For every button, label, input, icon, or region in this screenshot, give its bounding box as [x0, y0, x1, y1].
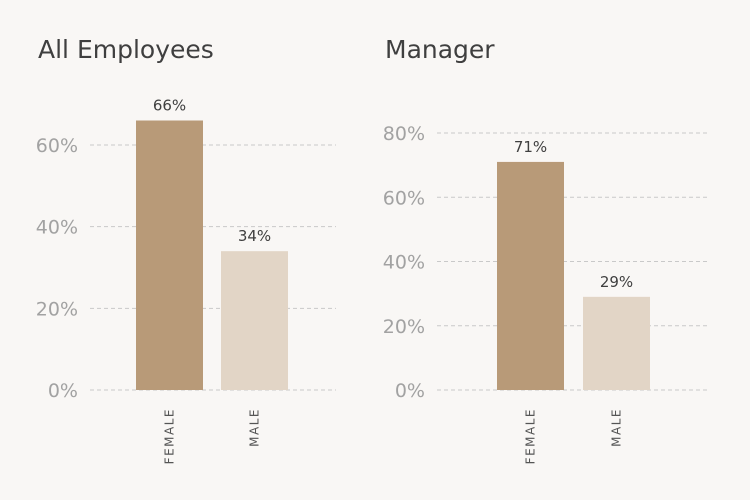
bar-female	[136, 120, 203, 390]
category-label: FEMALE	[163, 408, 177, 464]
data-label: 71%	[514, 138, 547, 156]
chart-all-employees: All Employees 0% 20% 40% 60% 66% FEMALE 34% MALE	[36, 35, 336, 464]
bar-female	[497, 161, 564, 390]
y-tick-label: 0%	[48, 380, 78, 402]
y-tick-label: 60%	[36, 135, 78, 157]
chart-manager: Manager 0% 20% 40% 60% 80% 71% FEMALE 29% MALE	[383, 35, 707, 464]
y-tick-label: 20%	[36, 298, 78, 320]
bar-male	[583, 296, 650, 390]
chart-title: All Employees	[38, 35, 214, 64]
y-tick-label: 0%	[395, 380, 425, 402]
category-label: FEMALE	[524, 408, 538, 464]
y-tick-label: 80%	[383, 123, 425, 145]
y-tick-label: 60%	[383, 187, 425, 209]
category-label: MALE	[610, 408, 624, 447]
data-label: 66%	[153, 97, 186, 115]
chart-title: Manager	[385, 35, 495, 64]
y-tick-label: 40%	[36, 217, 78, 239]
bar-male	[221, 251, 288, 390]
category-label: MALE	[248, 408, 262, 447]
y-tick-label: 40%	[383, 252, 425, 274]
y-tick-label: 20%	[383, 316, 425, 338]
data-label: 29%	[600, 273, 633, 291]
data-label: 34%	[238, 227, 271, 245]
